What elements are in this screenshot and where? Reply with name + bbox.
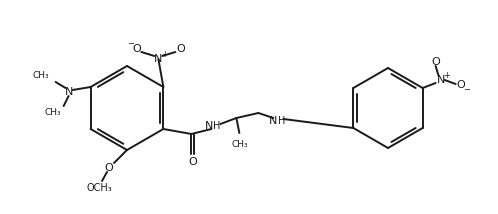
Text: OCH₃: OCH₃: [86, 183, 112, 193]
Text: −: −: [463, 86, 470, 95]
Text: N: N: [64, 87, 73, 97]
Text: +: +: [161, 49, 168, 58]
Text: CH₃: CH₃: [44, 107, 61, 116]
Text: O: O: [188, 157, 197, 167]
Text: O: O: [176, 44, 185, 54]
Text: H: H: [278, 116, 285, 126]
Text: N: N: [205, 121, 214, 131]
Text: N: N: [154, 54, 162, 64]
Text: O: O: [132, 44, 141, 54]
Text: CH₃: CH₃: [32, 70, 49, 79]
Text: O: O: [431, 57, 440, 67]
Text: O: O: [456, 80, 465, 90]
Text: CH₃: CH₃: [231, 140, 248, 149]
Text: O: O: [105, 163, 114, 173]
Text: +: +: [443, 70, 450, 79]
Text: N: N: [269, 116, 277, 126]
Text: −: −: [127, 40, 134, 49]
Text: H: H: [213, 121, 220, 131]
Text: N: N: [436, 75, 445, 85]
